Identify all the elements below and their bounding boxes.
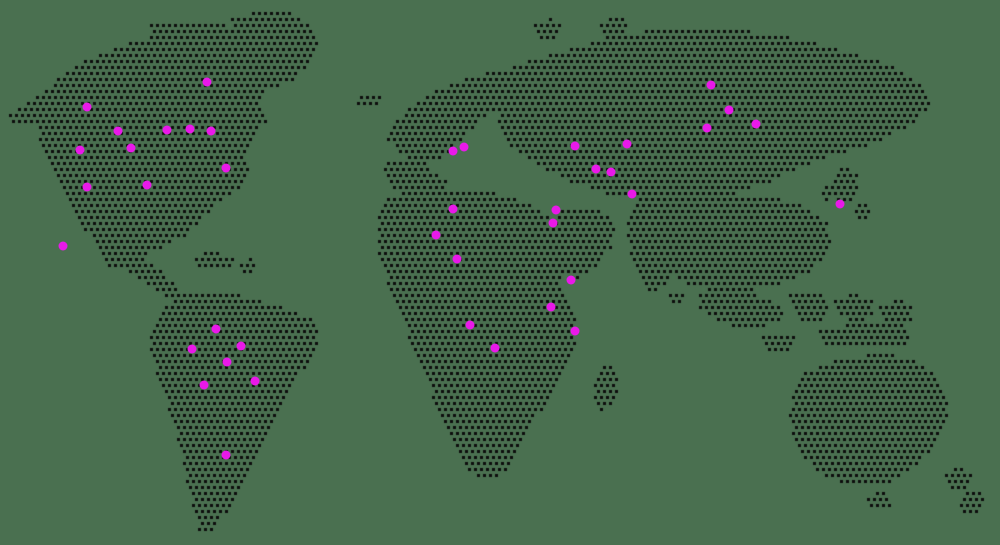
marker-ru-3[interactable]: [591, 164, 601, 174]
marker-eu-3[interactable]: [448, 204, 458, 214]
marker-na-1[interactable]: [82, 102, 92, 112]
marker-na-5[interactable]: [113, 126, 123, 136]
marker-sa-4[interactable]: [222, 357, 232, 367]
marker-sa-7[interactable]: [221, 450, 231, 460]
marker-as-2[interactable]: [724, 105, 734, 115]
marker-eu-2[interactable]: [459, 142, 469, 152]
marker-na-3[interactable]: [185, 124, 195, 134]
marker-eu-1[interactable]: [448, 146, 458, 156]
marker-na-7[interactable]: [126, 143, 136, 153]
marker-ru-1[interactable]: [570, 141, 580, 151]
marker-sa-2[interactable]: [236, 341, 246, 351]
marker-na-10[interactable]: [142, 180, 152, 190]
marker-na-4[interactable]: [162, 125, 172, 135]
marker-sa-3[interactable]: [187, 344, 197, 354]
marker-ru-4[interactable]: [606, 167, 616, 177]
marker-as-5[interactable]: [835, 199, 845, 209]
marker-sa-5[interactable]: [250, 376, 260, 386]
marker-na-8[interactable]: [75, 145, 85, 155]
marker-na-2[interactable]: [202, 77, 212, 87]
marker-as-1[interactable]: [706, 80, 716, 90]
marker-na-12[interactable]: [58, 241, 68, 251]
marker-na-9[interactable]: [221, 163, 231, 173]
marker-me-1[interactable]: [551, 205, 561, 215]
marker-as-3[interactable]: [702, 123, 712, 133]
marker-as-4[interactable]: [751, 119, 761, 129]
marker-af-1[interactable]: [431, 230, 441, 240]
marker-na-6[interactable]: [206, 126, 216, 136]
marker-af-7[interactable]: [490, 343, 500, 353]
marker-af-6[interactable]: [570, 326, 580, 336]
marker-sa-1[interactable]: [211, 324, 221, 334]
marker-af-3[interactable]: [566, 275, 576, 285]
marker-ru-5[interactable]: [627, 189, 637, 199]
marker-af-2[interactable]: [452, 254, 462, 264]
marker-sa-6[interactable]: [199, 380, 209, 390]
marker-ru-2[interactable]: [622, 139, 632, 149]
marker-af-4[interactable]: [546, 302, 556, 312]
marker-na-11[interactable]: [82, 182, 92, 192]
marker-af-5[interactable]: [465, 320, 475, 330]
marker-me-2[interactable]: [548, 218, 558, 228]
